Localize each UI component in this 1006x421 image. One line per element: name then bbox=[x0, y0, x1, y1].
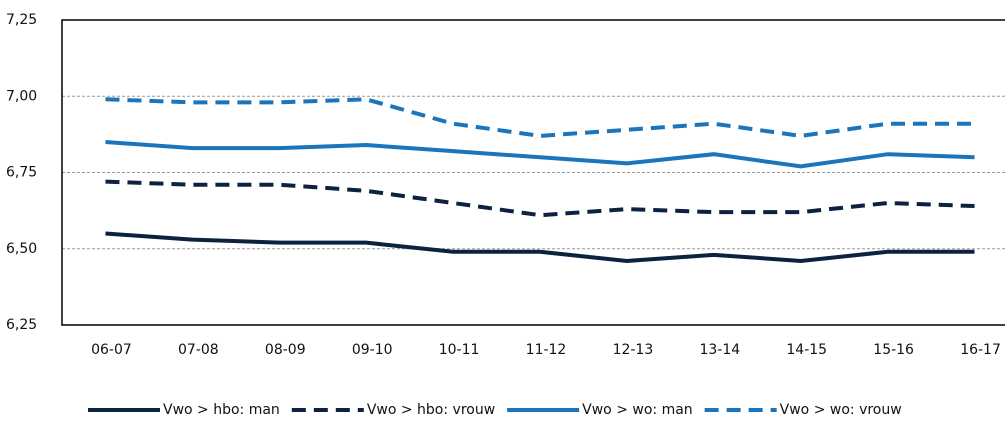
x-tick-label: 07-08 bbox=[178, 342, 219, 358]
x-tick-label: 14-15 bbox=[786, 342, 827, 358]
legend-label: Vwo > hbo: vrouw bbox=[367, 402, 495, 418]
x-tick-label: 08-09 bbox=[265, 342, 306, 358]
y-tick-label: 6,25 bbox=[6, 317, 37, 333]
x-tick-label: 15-16 bbox=[873, 342, 914, 358]
x-tick-label: 06-07 bbox=[91, 342, 132, 358]
legend-label: Vwo > wo: vrouw bbox=[780, 402, 902, 418]
plot-frame bbox=[61, 19, 1005, 326]
y-tick-label: 6,50 bbox=[6, 241, 37, 257]
legend-label: Vwo > hbo: man bbox=[163, 402, 280, 418]
x-tick-label: 10-11 bbox=[439, 342, 480, 358]
y-tick-label: 7,25 bbox=[6, 12, 37, 28]
line-series bbox=[105, 140, 975, 169]
y-tick-label: 6,75 bbox=[6, 165, 37, 181]
x-tick-label: 12-13 bbox=[613, 342, 654, 358]
y-tick-label: 7,00 bbox=[6, 88, 37, 104]
x-tick-label: 13-14 bbox=[699, 342, 740, 358]
line-series bbox=[105, 97, 975, 138]
x-tick-label: 09-10 bbox=[352, 342, 393, 358]
legend-label: Vwo > wo: man bbox=[582, 402, 693, 418]
x-tick-label: 11-12 bbox=[526, 342, 567, 358]
x-tick-label: 16-17 bbox=[960, 342, 1001, 358]
line-series bbox=[105, 231, 975, 263]
line-series bbox=[105, 179, 975, 218]
